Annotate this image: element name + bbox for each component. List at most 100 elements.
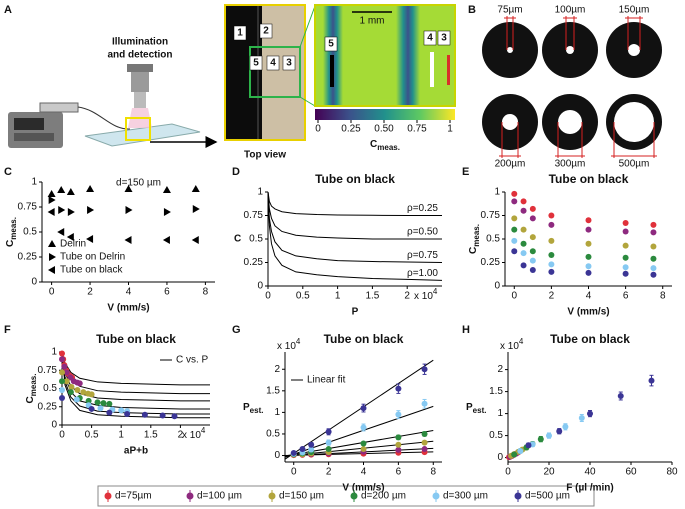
point (650, 271, 657, 278)
point (421, 446, 428, 453)
panel-label: F (4, 324, 11, 336)
point (191, 236, 199, 244)
point (308, 446, 315, 453)
point (74, 386, 81, 393)
region-label: 5 (253, 58, 259, 69)
x-tick-label: 2 (549, 291, 555, 302)
point (650, 221, 657, 228)
point (47, 208, 55, 216)
y-axis-label: Pest. (243, 402, 263, 415)
panel-label: G (232, 324, 241, 336)
point (106, 409, 113, 416)
point (67, 389, 74, 396)
y-multiplier: x 104 (277, 337, 301, 352)
legend-label: d=300 µm (443, 491, 488, 502)
point (63, 369, 70, 376)
series-label: ρ=0.25 (407, 203, 438, 214)
x-tick-label: 2 (87, 287, 93, 298)
line (267, 191, 442, 240)
y-axis-label-sub: meas. (472, 224, 481, 247)
colorbar-tick-label: 1 (447, 124, 453, 135)
point (585, 253, 592, 260)
region-box (259, 23, 273, 39)
y-multiplier-main: x 10 (277, 341, 296, 352)
y-axis-label: Cmeas. (5, 217, 18, 247)
point (548, 221, 555, 228)
region-label: 4 (427, 33, 433, 44)
x-tick-label: 8 (660, 291, 666, 302)
point (360, 446, 367, 453)
point (86, 235, 94, 243)
point (66, 233, 74, 241)
point (622, 264, 629, 271)
x-tick-label: 6 (164, 287, 170, 298)
legend-marker (514, 492, 522, 500)
point (548, 268, 555, 275)
point (163, 208, 171, 216)
series-label: ρ=0.50 (407, 227, 438, 238)
y-tick-label: 0.5 (266, 429, 280, 440)
tube-hole (628, 44, 640, 56)
x-axis-label: V (mm/s) (107, 303, 149, 314)
point (325, 439, 332, 446)
point (648, 377, 655, 384)
line (267, 191, 443, 281)
colorbar-tick-label: 0.50 (374, 124, 394, 135)
x-tick-label: 6 (396, 467, 402, 478)
point (59, 369, 65, 376)
point (650, 255, 657, 262)
point (548, 261, 555, 268)
legend-label: C vs. P (176, 355, 209, 366)
y-axis-label: Cmeas. (468, 224, 481, 254)
point (546, 432, 552, 439)
point (511, 248, 518, 255)
chart-title: Tube on black (96, 332, 176, 346)
x-tick-label: 8 (203, 287, 209, 298)
y-tick-label: 1 (494, 187, 500, 198)
point (360, 440, 367, 447)
point (520, 207, 527, 214)
point (585, 263, 592, 270)
y-tick-label: 1 (257, 187, 263, 198)
point (86, 185, 95, 192)
point (511, 226, 518, 233)
point (49, 253, 56, 261)
point (395, 434, 402, 441)
point (159, 412, 166, 419)
point (48, 240, 56, 247)
point (299, 446, 306, 453)
point (66, 188, 75, 195)
diameter-label: 75µm (497, 5, 522, 16)
point (48, 196, 56, 204)
region-box (249, 55, 263, 71)
colorbar-tick-label: 0.75 (407, 124, 427, 135)
region-box (282, 55, 296, 71)
y-axis-label-main: P (466, 402, 473, 413)
x-tick-label: 1 (335, 291, 341, 302)
y-tick-label: 1.5 (266, 385, 280, 396)
legend-marker (104, 492, 112, 500)
point (421, 400, 428, 407)
point (520, 198, 527, 205)
y-axis-label: C (234, 234, 241, 245)
point (59, 378, 65, 385)
point (548, 251, 555, 258)
y-tick-label: 0.5 (23, 227, 37, 238)
x-tick-label: 4 (361, 467, 367, 478)
x-multiplier-main: x 10 (182, 430, 201, 441)
y-tick-label: 0.5 (43, 383, 57, 394)
x-tick-label: 2 (326, 467, 332, 478)
point (585, 226, 592, 233)
point (125, 206, 133, 214)
y-tick-label: 0.75 (38, 365, 58, 376)
diameter-label: 100µm (555, 5, 586, 16)
point (88, 405, 95, 412)
y-tick-label: 0.25 (481, 257, 501, 268)
colorbar-tick-label: 0.25 (341, 124, 361, 135)
point (80, 389, 87, 396)
region-box (324, 36, 338, 52)
tube-hole (566, 46, 574, 54)
x-axis-label: F (µl /min) (566, 483, 613, 494)
x-axis-label: aP+b (124, 446, 148, 457)
